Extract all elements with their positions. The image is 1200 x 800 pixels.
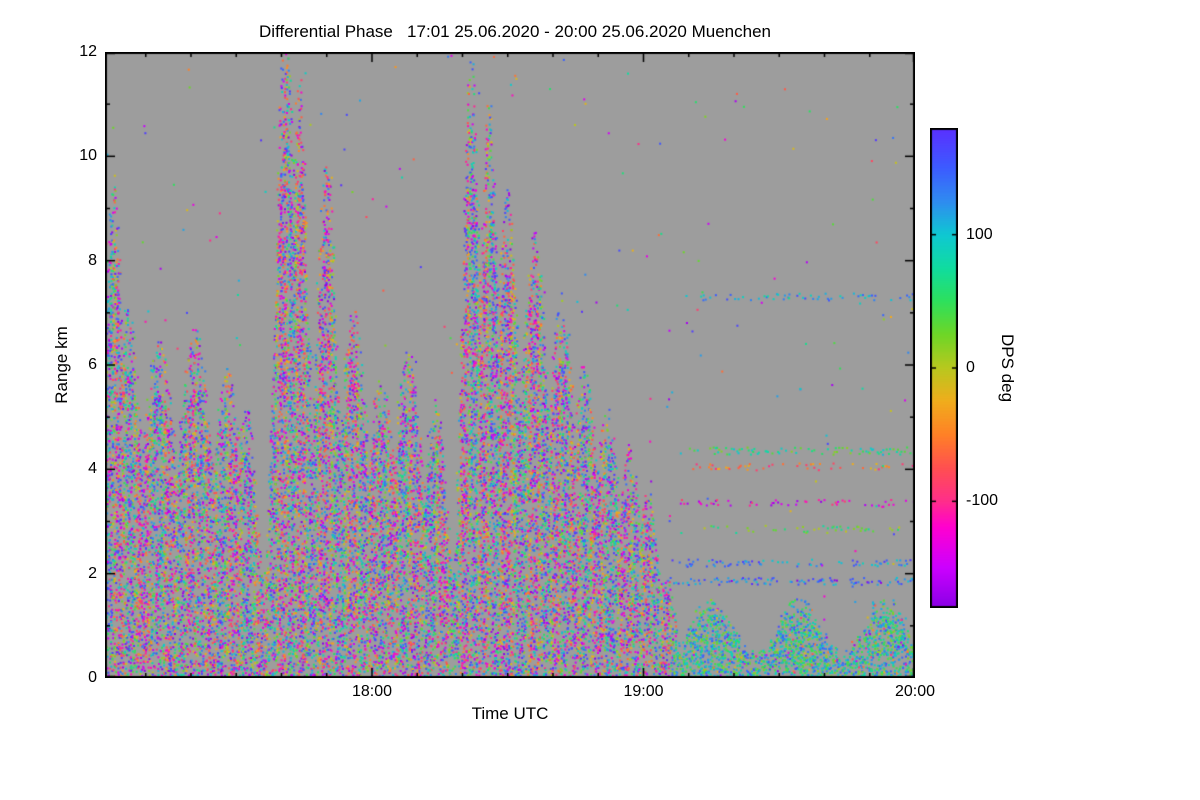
y-tick-label: 4 xyxy=(88,460,97,478)
x-tick-label: 20:00 xyxy=(894,683,936,700)
y-tick-label: 2 xyxy=(88,564,97,582)
chart-title: Differential Phase 17:01 25.06.2020 - 20… xyxy=(259,22,771,41)
colorbar xyxy=(930,128,958,608)
colorbar-label: DPS deg xyxy=(998,333,1017,403)
y-tick-label: 0 xyxy=(88,669,97,686)
x-tick-label: 19:00 xyxy=(623,683,664,700)
y-tick-label: 12 xyxy=(79,43,97,60)
colorbar-tick-label: -100 xyxy=(966,492,999,510)
colorbar-tick-label: 0 xyxy=(966,359,975,376)
y-tick-label: 10 xyxy=(79,147,97,165)
x-tick-label: 18:00 xyxy=(351,683,392,700)
y-tick-label: 8 xyxy=(88,251,97,269)
y-axis-label: Range km xyxy=(52,326,71,404)
x-axis-label: Time UTC xyxy=(471,704,549,723)
colorbar-tick-label: 100 xyxy=(966,225,993,243)
y-tick-label: 6 xyxy=(88,356,97,373)
heatmap-plot xyxy=(105,52,915,678)
